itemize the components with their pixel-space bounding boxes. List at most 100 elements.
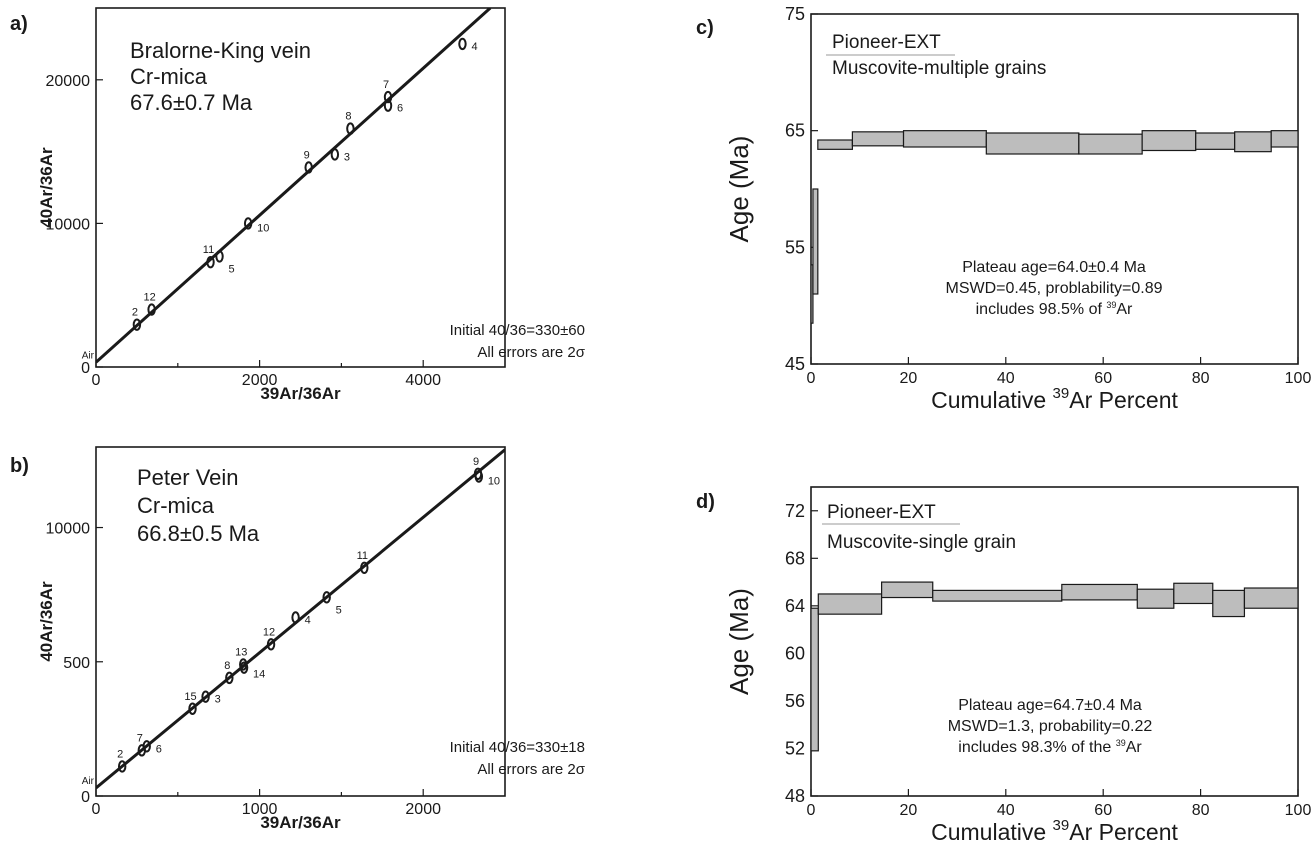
x-tick-label: 60 [1094,802,1112,819]
point-label: 3 [344,151,350,163]
annotation-line: Plateau age=64.7±0.4 Ma [958,697,1142,714]
y-tick-label: 48 [785,786,805,806]
x-tick-label: 80 [1192,370,1210,387]
age-step [851,131,905,147]
x-tick-label: 1000 [242,801,278,818]
title-line: 67.6±0.7 Ma [130,90,253,115]
age-step [817,139,853,150]
title-line: Muscovite-multiple grains [832,58,1046,79]
annotation-line: Initial 40/36=330±18 [450,739,585,756]
age-step [932,589,1063,602]
x-tick-label: 20 [900,802,918,819]
annotation: Plateau age=64.0±0.4 Ma MSWD=0.45, probla… [946,259,1163,318]
data-point [346,122,355,135]
title-line: Pioneer-EXT [832,32,941,53]
data-marks [96,448,505,790]
point-label: 10 [257,222,269,234]
y-tick-label: 10000 [46,521,91,538]
x-tick-label: 60 [1094,370,1112,387]
age-step [881,581,934,599]
annotation-line: includes 98.5% of 39Ar [976,300,1133,318]
title-line: 66.8±0.5 Ma [137,521,260,546]
point-label: 13 [235,646,247,658]
point-label: 7 [137,732,143,744]
panel-label: c) [696,17,714,39]
y-tick-label: 75 [785,4,805,24]
panel-1: a) 0 2000 4000 0 10000 20000 39Ar/36Ar 40Ar/36Ar… [10,7,586,403]
title-line: Muscovite-single grain [827,532,1016,553]
age-step [1061,583,1138,601]
x-tick-label: 4000 [405,372,441,389]
age-step [1243,587,1298,609]
title-line: Peter Vein [137,465,239,490]
age-step [1270,130,1298,148]
age-step [1212,589,1246,618]
x-tick-label: 40 [997,802,1015,819]
x-axis-label: Cumulative 39Ar Percent [931,385,1178,413]
y-tick-label: 65 [785,121,805,141]
title-line: Cr-mica [130,64,208,89]
plot-frame [95,446,506,797]
data-point [360,561,369,575]
y-tick-label: 72 [785,501,805,521]
panel-label: a) [10,13,28,35]
x-axis-label: 39Ar/36Ar [260,384,341,403]
y-axis-label: Age (Ma) [724,136,754,243]
y-tick-label: 20000 [46,73,91,90]
data-point [147,303,156,316]
age-step [1234,131,1272,153]
annotation-line: Plateau age=64.0±0.4 Ma [962,259,1146,276]
y-axis-label: 40Ar/36Ar [37,581,56,662]
isochron-line [96,8,492,364]
data-point [215,250,224,263]
point-label: 2 [132,307,138,319]
data-point [322,591,331,604]
y-tick-label: 0 [81,360,90,377]
data-point [291,611,300,624]
x-tick-label: 0 [92,801,101,818]
x-tick-label: 40 [997,370,1015,387]
y-tick-label: 0 [81,789,90,806]
data-point [330,148,340,161]
isochron-line [96,448,505,790]
x-tick-label: 2000 [405,801,441,818]
data-point [458,37,467,51]
point-label: 10 [488,476,500,488]
age-step [985,132,1080,155]
point-label: 5 [229,263,235,275]
age-step [1136,588,1175,609]
y-tick-label: 45 [785,354,805,374]
chart-title: Peter Vein Cr-mica 66.8±0.5 Ma [137,465,260,546]
data-marks [811,130,1298,324]
data-point [117,760,127,773]
age-step [1141,130,1197,152]
age-step [812,188,819,295]
y-tick-label: 500 [63,655,90,672]
y-tick-label: 10000 [46,216,91,233]
age-step [811,607,819,752]
point-label: 4 [305,614,311,626]
point-label: 6 [156,743,162,755]
annotation-line: includes 98.3% of the 39Ar [958,738,1142,756]
point-label: 14 [253,669,265,681]
x-axis-label: Cumulative 39Ar Percent [931,817,1178,845]
y-tick-label: 52 [785,738,805,758]
annotation-line: All errors are 2σ [477,761,585,778]
annotation-line: MSWD=1.3, probability=0.22 [948,718,1153,735]
annotation: Initial 40/36=330±18 All errors are 2σ [450,739,586,778]
annotation: Plateau age=64.7±0.4 Ma MSWD=1.3, probabi… [948,697,1153,756]
point-label: 6 [397,103,403,115]
point-label: 8 [345,111,351,123]
plot-frame [95,7,506,368]
x-tick-label: 100 [1285,370,1312,387]
title-line: Bralorne-King vein [130,38,311,63]
data-point [225,671,234,685]
age-step [1173,582,1214,605]
x-tick-label: 0 [92,372,101,389]
data-point [243,217,253,230]
point-label: 15 [184,691,196,703]
point-label: 12 [143,292,155,304]
annotation-line: Initial 40/36=330±60 [450,322,585,339]
x-tick-label: 0 [807,802,816,819]
